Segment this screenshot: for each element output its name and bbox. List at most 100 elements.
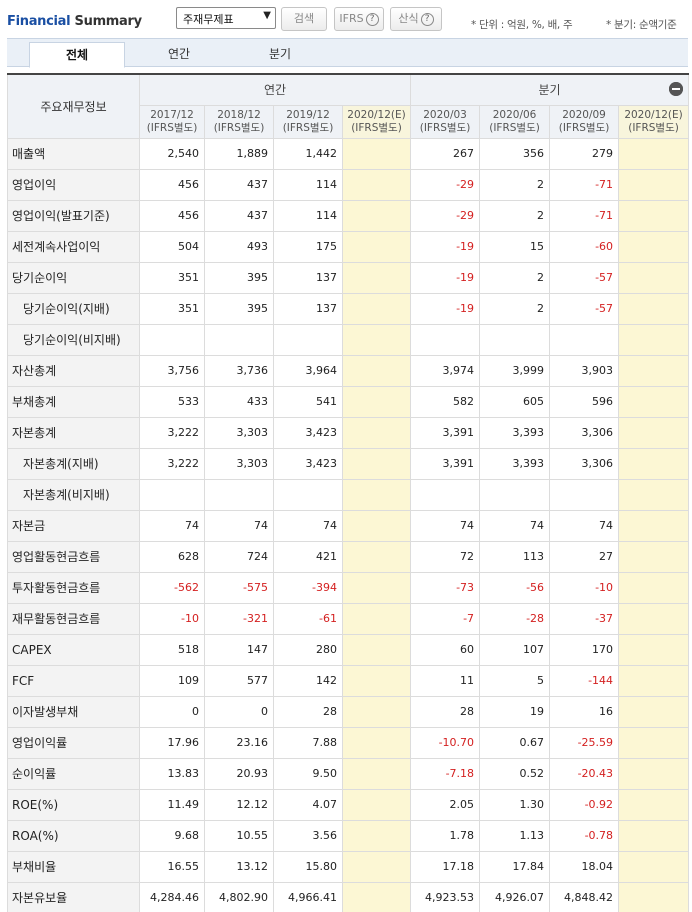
period-basis: (IFRS별도) [282, 121, 334, 134]
table-cell [341, 385, 412, 418]
row-label: 자본총계(지배) [7, 447, 140, 480]
table-cell: 12.12 [204, 788, 274, 821]
table-cell: 113 [479, 540, 551, 573]
table-cell: 351 [139, 292, 205, 325]
table-cell: 504 [139, 230, 205, 263]
ifrs-help-button[interactable]: IFRS? [334, 7, 384, 31]
period-header: 2020/12(E) (IFRS별도) [618, 104, 690, 139]
table-cell [618, 261, 690, 294]
table-cell: 5 [479, 664, 551, 697]
period-basis: (IFRS별도) [419, 121, 471, 134]
table-cell: 107 [479, 633, 551, 666]
table-cell [341, 416, 412, 449]
table-cell: 74 [204, 509, 274, 542]
table-cell [618, 354, 690, 387]
table-cell [549, 478, 620, 511]
table-cell: 0 [204, 695, 274, 728]
table-cell: 3,303 [204, 447, 274, 480]
table-cell: 9.50 [273, 757, 343, 790]
table-cell: 456 [139, 168, 205, 201]
table-cell: -0.92 [549, 788, 620, 821]
period-basis: (IFRS별도) [213, 121, 265, 134]
period-header: 2018/12 (IFRS별도) [204, 104, 274, 139]
table-cell: -60 [549, 230, 620, 263]
table-cell [618, 602, 690, 635]
table-cell [618, 788, 690, 821]
table-cell: 17.18 [410, 850, 481, 883]
table-cell: -73 [410, 571, 481, 604]
table-cell: 3,999 [479, 354, 551, 387]
table-cell: 28 [410, 695, 481, 728]
table-cell: -0.78 [549, 819, 620, 852]
table-cell [341, 199, 412, 232]
row-label: 당기순이익(지배) [7, 292, 140, 325]
search-button[interactable]: 검색 [281, 7, 327, 31]
table-cell: 16.55 [139, 850, 205, 883]
table-cell: 2 [479, 199, 551, 232]
table-cell [341, 292, 412, 325]
period-date: 2020/03 [423, 108, 467, 121]
tab-all[interactable]: 전체 [29, 42, 125, 68]
table-cell: 3,393 [479, 416, 551, 449]
collapse-quarter-icon[interactable] [668, 82, 683, 96]
row-label: 부채총계 [7, 385, 140, 418]
table-cell: 356 [479, 137, 551, 170]
table-row: 영업이익 456 437 114 -29 2 -71 [7, 168, 690, 201]
table-row: 영업이익(발표기준) 456 437 114 -29 2 -71 [7, 199, 690, 232]
table-cell: -29 [410, 199, 481, 232]
table-cell: 109 [139, 664, 205, 697]
table-cell [341, 788, 412, 821]
table-cell [618, 881, 690, 912]
table-cell: 279 [549, 137, 620, 170]
table-cell: 3,391 [410, 447, 481, 480]
table-cell: 20.93 [204, 757, 274, 790]
table-cell: 2,540 [139, 137, 205, 170]
table-cell: 1.30 [479, 788, 551, 821]
table-cell: 1,889 [204, 137, 274, 170]
table-cell [341, 850, 412, 883]
table-cell: 2 [479, 261, 551, 294]
period-date: 2020/09 [562, 108, 606, 121]
row-label: 세전계속사업이익 [7, 230, 140, 263]
table-cell: -71 [549, 168, 620, 201]
table-cell: 74 [549, 509, 620, 542]
table-row: 투자활동현금흐름 -562 -575 -394 -73 -56 -10 [7, 571, 690, 604]
period-basis: (IFRS별도) [351, 121, 402, 134]
table-cell: 3,423 [273, 447, 343, 480]
period-header: 2019/12 (IFRS별도) [273, 104, 343, 139]
row-label: 매출액 [7, 137, 140, 170]
table-cell [618, 292, 690, 325]
formula-help-button[interactable]: 산식? [390, 7, 442, 31]
table-cell [549, 323, 620, 356]
table-cell: -37 [549, 602, 620, 635]
row-label: 당기순이익 [7, 261, 140, 294]
table-cell: 19 [479, 695, 551, 728]
table-row: 매출액 2,540 1,889 1,442 267 356 279 [7, 137, 690, 170]
table-cell: 15.80 [273, 850, 343, 883]
table-cell: 1.13 [479, 819, 551, 852]
table-row: 당기순이익(비지배) [7, 323, 690, 356]
table-cell: 137 [273, 292, 343, 325]
table-cell: 4,802.90 [204, 881, 274, 912]
table-cell [618, 230, 690, 263]
page-title: Financial Summary [7, 14, 142, 29]
period-basis: (IFRS별도) [628, 121, 679, 134]
statement-type-select[interactable]: 주재무제표 ▼ [176, 7, 276, 29]
table-cell: -144 [549, 664, 620, 697]
table-cell: 27 [549, 540, 620, 573]
period-basis: (IFRS별도) [558, 121, 610, 134]
table-cell [618, 757, 690, 790]
formula-label: 산식 [398, 12, 419, 25]
table-cell: -71 [549, 199, 620, 232]
table-cell [618, 385, 690, 418]
period-basis: (IFRS별도) [489, 121, 540, 134]
table-cell: 9.68 [139, 819, 205, 852]
tab-quarter[interactable]: 분기 [268, 47, 292, 61]
table-row: 자본금 74 74 74 74 74 74 [7, 509, 690, 542]
row-label: 순이익률 [7, 757, 140, 790]
tab-annual[interactable]: 연간 [167, 47, 191, 61]
table-cell: 0.52 [479, 757, 551, 790]
table-cell: 3,306 [549, 447, 620, 480]
annual-group-header: 연간 [138, 73, 683, 106]
table-cell: -575 [204, 571, 274, 604]
